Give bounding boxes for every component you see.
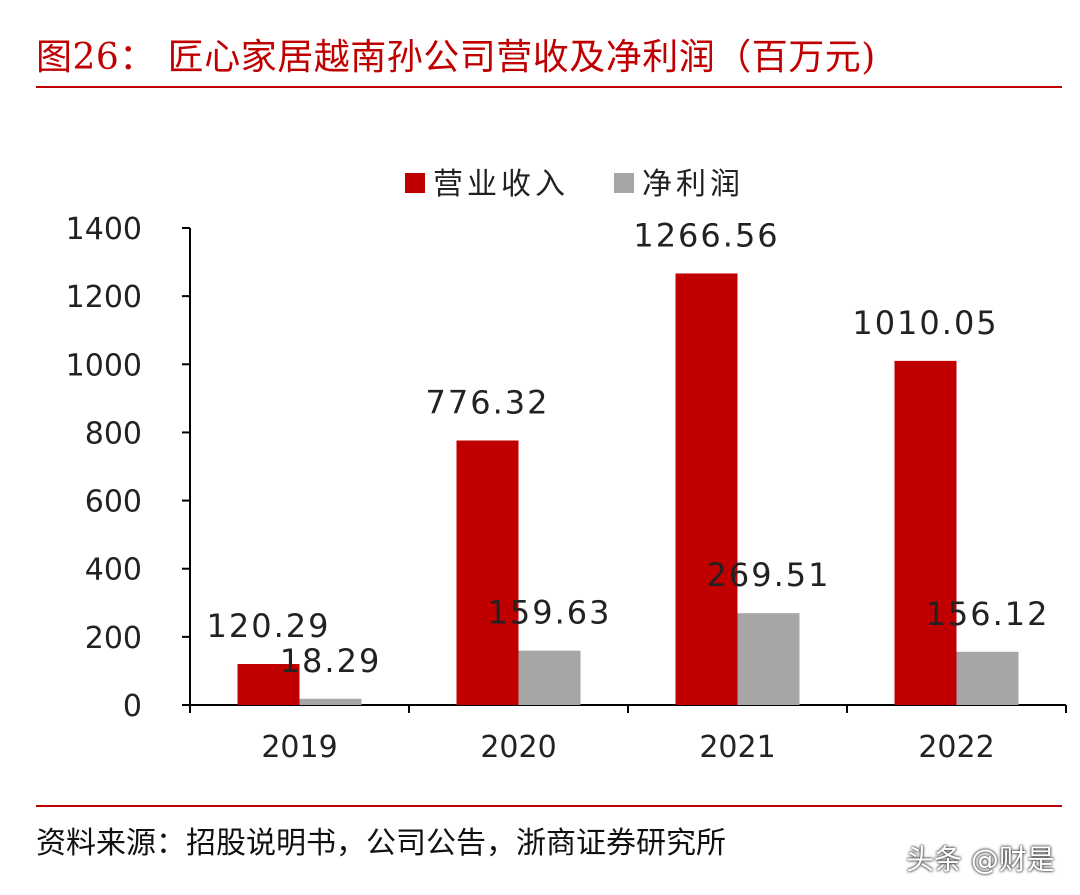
legend-profit-swatch	[614, 173, 634, 193]
x-tick-label: 2019	[261, 730, 337, 765]
x-tick-label: 2021	[699, 730, 775, 765]
revenue-bar	[894, 360, 957, 705]
y-tick-label: 0	[123, 689, 142, 724]
legend-profit-label: 净利润	[642, 167, 744, 202]
revenue-data-label: 1266.56	[633, 216, 779, 254]
y-tick-label: 1000	[66, 348, 142, 383]
profit-data-label: 18.29	[280, 642, 382, 680]
y-tick-label: 400	[85, 553, 142, 588]
y-tick-label: 1200	[66, 280, 142, 315]
revenue-bar	[675, 273, 738, 705]
bar-chart: 0 200 400 600 800 1000 1200 1400 2019 120.2918.29…	[66, 167, 1067, 765]
profit-data-label: 156.12	[926, 595, 1050, 633]
chart-title: 图26： 匠心家居越南孙公司营收及净利润（百万元)	[36, 37, 876, 78]
profit-data-label: 159.63	[488, 594, 612, 632]
revenue-data-label: 1010.05	[852, 304, 998, 342]
y-tick-label: 200	[85, 621, 142, 656]
profit-bar	[956, 651, 1019, 705]
revenue-data-label: 776.32	[426, 383, 550, 421]
revenue-data-label: 120.29	[207, 607, 331, 645]
x-tick-label: 2022	[918, 730, 994, 765]
source-divider	[36, 805, 1062, 807]
legend-revenue-swatch	[405, 173, 425, 193]
x-tick-label: 2020	[480, 730, 556, 765]
title-divider	[36, 86, 1062, 88]
revenue-bar	[237, 664, 300, 705]
profit-bar	[299, 698, 362, 705]
source-note: 资料来源：招股说明书，公司公告，浙商证券研究所	[36, 826, 726, 861]
y-tick-label: 800	[85, 416, 142, 451]
y-tick-label: 600	[85, 485, 142, 520]
revenue-bar	[456, 440, 519, 705]
profit-data-label: 269.51	[707, 556, 831, 594]
watermark: 头条 @财是	[906, 843, 1055, 876]
legend-revenue-label: 营业收入	[433, 167, 569, 202]
profit-bar	[518, 650, 581, 705]
y-tick-label: 1400	[66, 212, 142, 247]
profit-bar	[737, 613, 800, 705]
